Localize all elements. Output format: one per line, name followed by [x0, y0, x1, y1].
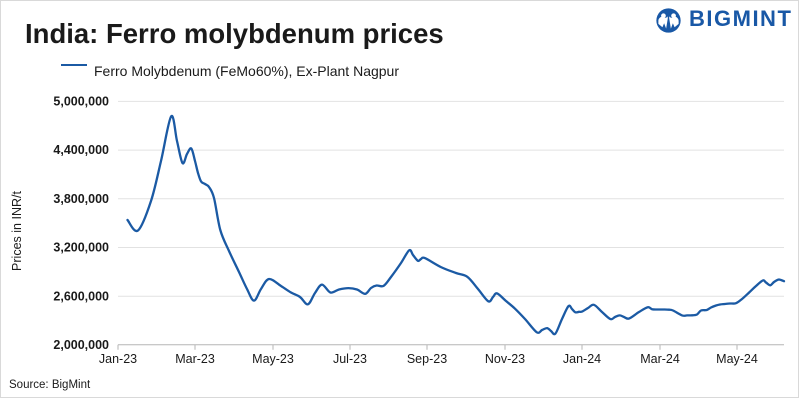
svg-text:May-23: May-23: [252, 352, 294, 366]
svg-text:Jul-23: Jul-23: [333, 352, 367, 366]
svg-text:2,000,000: 2,000,000: [53, 338, 109, 352]
svg-text:Nov-23: Nov-23: [485, 352, 525, 366]
svg-text:Jan-24: Jan-24: [563, 352, 601, 366]
svg-text:Mar-24: Mar-24: [640, 352, 680, 366]
svg-text:4,400,000: 4,400,000: [53, 143, 109, 157]
svg-text:May-24: May-24: [716, 352, 758, 366]
svg-text:3,800,000: 3,800,000: [53, 192, 109, 206]
svg-text:Prices in INR/t: Prices in INR/t: [10, 191, 24, 271]
svg-text:2,600,000: 2,600,000: [53, 289, 109, 303]
svg-text:5,000,000: 5,000,000: [53, 95, 109, 109]
svg-text:Sep-23: Sep-23: [407, 352, 447, 366]
svg-text:Jan-23: Jan-23: [99, 352, 137, 366]
svg-text:3,200,000: 3,200,000: [53, 241, 109, 255]
svg-text:Mar-23: Mar-23: [175, 352, 215, 366]
